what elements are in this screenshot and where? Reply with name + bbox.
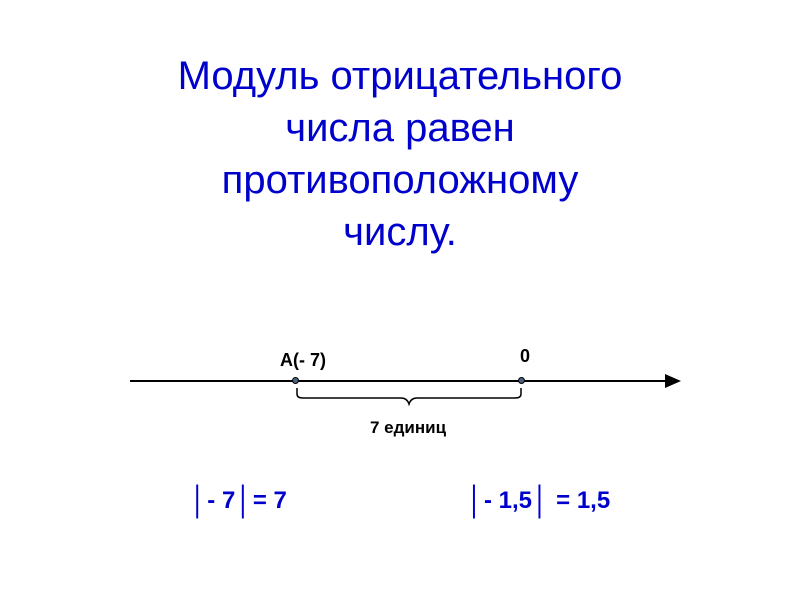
distance-brace-label: 7 единиц <box>370 418 446 438</box>
axis-arrow-icon <box>665 374 681 388</box>
abs-bar-icon: │ <box>190 485 208 517</box>
abs-bar-icon: │ <box>466 485 484 517</box>
distance-brace-icon <box>295 386 523 410</box>
number-line-diagram: А(- 7) 0 7 единиц <box>0 330 800 470</box>
equation-2: │- 1,5│ = 1,5 <box>466 485 610 517</box>
point-a-marker <box>292 377 299 384</box>
eq1-inner: - 7 <box>207 487 235 514</box>
title-line-3: противоположному <box>222 158 579 202</box>
main-title: Модуль отрицательного числа равен против… <box>0 0 800 258</box>
equation-1: │- 7│= 7 <box>190 485 287 517</box>
abs-bar-icon: │ <box>235 485 253 517</box>
eq1-result: = 7 <box>253 487 287 514</box>
point-a-label: А(- 7) <box>280 350 326 371</box>
title-line-1: Модуль отрицательного <box>178 54 623 98</box>
number-line-axis <box>130 380 670 382</box>
eq2-inner: - 1,5 <box>484 487 532 514</box>
title-line-2: числа равен <box>285 106 515 150</box>
abs-bar-icon: │ <box>532 485 550 517</box>
eq2-result: = 1,5 <box>549 487 610 514</box>
equations-row: │- 7│= 7 │- 1,5│ = 1,5 <box>0 485 800 517</box>
point-zero-label: 0 <box>520 346 530 367</box>
title-line-4: числу. <box>343 210 457 254</box>
point-zero-marker <box>518 377 525 384</box>
